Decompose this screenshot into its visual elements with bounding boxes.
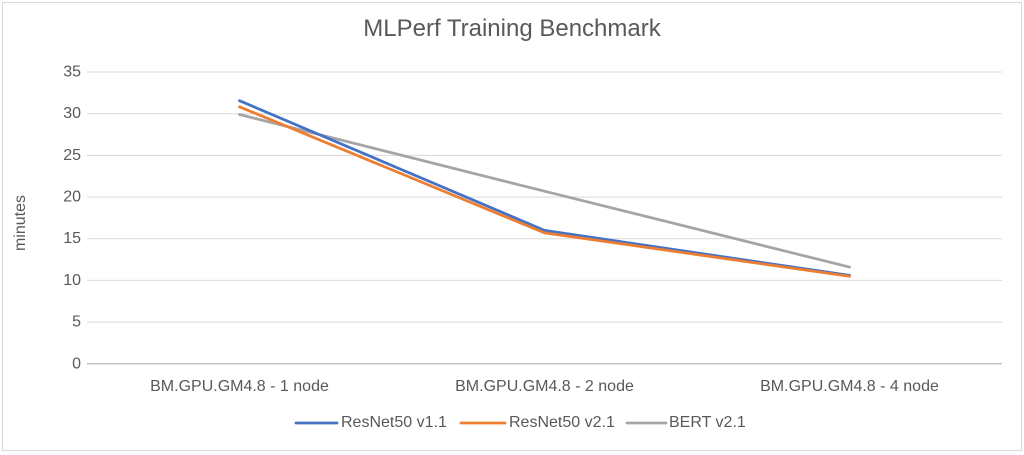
svg-text:35: 35	[63, 64, 81, 81]
svg-text:20: 20	[63, 189, 81, 206]
svg-text:ResNet50 v2.1: ResNet50 v2.1	[509, 414, 615, 431]
svg-text:5: 5	[72, 314, 81, 331]
svg-text:ResNet50 v1.1: ResNet50 v1.1	[341, 414, 447, 431]
svg-text:30: 30	[63, 105, 81, 122]
svg-text:BM.GPU.GM4.8 - 2 node: BM.GPU.GM4.8 - 2 node	[455, 378, 634, 395]
svg-text:minutes: minutes	[12, 195, 29, 251]
svg-text:BERT v2.1: BERT v2.1	[669, 414, 746, 431]
svg-text:15: 15	[63, 230, 81, 247]
svg-text:0: 0	[72, 355, 81, 372]
svg-text:10: 10	[63, 272, 81, 289]
svg-text:BM.GPU.GM4.8 - 1 node: BM.GPU.GM4.8 - 1 node	[150, 378, 329, 395]
svg-text:25: 25	[63, 147, 81, 164]
svg-text:BM.GPU.GM4.8 - 4 node: BM.GPU.GM4.8 - 4 node	[760, 378, 939, 395]
